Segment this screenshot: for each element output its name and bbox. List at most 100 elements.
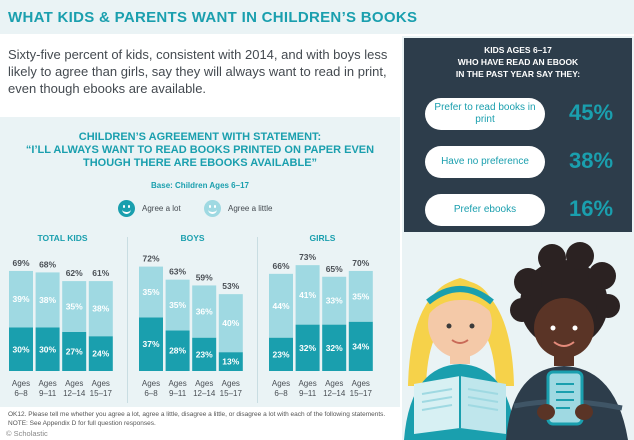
bar-agree-a-little	[218, 294, 243, 353]
tick-label: 15–17	[220, 389, 243, 398]
stacked-bar-chart: TOTAL KIDS30%39%69%Ages6–830%38%68%Ages9…	[9, 233, 373, 403]
data-label-agree-a-little: 44%	[272, 301, 289, 311]
bar-agree-a-lot	[9, 327, 33, 371]
data-label-total: 70%	[352, 258, 369, 268]
data-label-total: 66%	[272, 261, 289, 271]
legend-label: Agree a little	[228, 204, 273, 213]
legend-label: Agree a lot	[142, 204, 181, 213]
tick-label: Ages	[272, 379, 290, 388]
tick-label: 6–8	[14, 389, 28, 398]
data-label-total: 73%	[299, 252, 316, 262]
chart-title-line: CHILDREN’S AGREEMENT WITH STATEMENT:	[78, 131, 322, 143]
data-label-agree-a-little: 35%	[352, 291, 369, 301]
header-bar: WHAT KIDS & PARENTS WANT IN CHILDREN’S B…	[0, 0, 634, 34]
tick-label: Ages	[168, 379, 186, 388]
bar-agree-a-lot	[348, 321, 373, 371]
data-label-agree-a-little: 35%	[66, 301, 83, 311]
group-label: GIRLS	[310, 233, 336, 243]
tick-label: 15–17	[350, 389, 373, 398]
data-label-agree-a-little: 35%	[142, 287, 159, 297]
girl-reader	[404, 278, 516, 440]
boy-reader	[506, 242, 628, 440]
bar-agree-a-little	[88, 281, 113, 337]
chart-title-line: THOUGH THERE ARE EBOOKS AVAILABLE”	[82, 157, 318, 169]
data-label-total: 62%	[66, 268, 83, 278]
data-label-agree-a-little: 41%	[299, 290, 316, 300]
data-label-agree-a-little: 35%	[169, 300, 186, 310]
data-label-agree-a-lot: 30%	[12, 344, 29, 354]
credit: © Scholastic	[6, 429, 48, 438]
tick-label: 6–8	[274, 389, 288, 398]
tick-label: Ages	[352, 379, 370, 388]
bar-agree-a-lot	[322, 324, 347, 371]
data-label-agree-a-lot: 24%	[92, 349, 109, 359]
data-label-total: 69%	[12, 258, 29, 268]
stat-label-print: Prefer to read books in print	[425, 98, 545, 130]
bar-agree-a-lot	[269, 337, 293, 371]
bar-agree-a-little	[295, 265, 320, 325]
bar-agree-a-lot	[218, 352, 243, 371]
stat-label-ebooks: Prefer ebooks	[425, 194, 545, 226]
ebook-title-line: KIDS AGES 6–17	[484, 45, 552, 55]
data-label-agree-a-little: 38%	[92, 304, 109, 314]
data-label-total: 53%	[222, 281, 239, 291]
tick-label: 12–14	[63, 389, 86, 398]
tick-label: Ages	[195, 379, 213, 388]
tick-label: 9–11	[169, 389, 187, 398]
data-label-agree-a-lot: 13%	[222, 357, 239, 367]
data-label-total: 59%	[196, 272, 213, 282]
data-label-agree-a-lot: 27%	[66, 346, 83, 356]
chart-title: CHILDREN’S AGREEMENT WITH STATEMENT: “I’…	[0, 131, 400, 170]
legend-agree-a-lot: Agree a lot	[118, 200, 181, 217]
bar-agree-a-little	[348, 270, 373, 322]
data-label-agree-a-lot: 23%	[272, 349, 289, 359]
tick-label: 12–14	[193, 389, 216, 398]
tick-label: 9–11	[299, 389, 317, 398]
bar-agree-a-lot	[165, 330, 190, 371]
stat-label-no-preference: Have no preference	[425, 146, 545, 178]
tick-label: Ages	[222, 379, 240, 388]
data-label-agree-a-little: 39%	[12, 294, 29, 304]
bar-agree-a-little	[35, 272, 60, 328]
tick-label: 6–8	[144, 389, 158, 398]
data-label-agree-a-lot: 28%	[169, 346, 186, 356]
group-label: TOTAL KIDS	[37, 233, 87, 243]
tick-label: 9–11	[39, 389, 57, 398]
bar-agree-a-little	[192, 285, 217, 338]
smiley-icon	[118, 200, 135, 217]
ebook-title-line: IN THE PAST YEAR SAY THEY:	[455, 69, 581, 79]
tick-label: Ages	[38, 379, 56, 388]
data-label-total: 68%	[39, 259, 56, 269]
data-label-total: 61%	[92, 268, 109, 278]
data-label-agree-a-lot: 32%	[326, 343, 343, 353]
data-label-agree-a-little: 36%	[196, 307, 213, 317]
tick-label: Ages	[142, 379, 160, 388]
tick-label: 12–14	[323, 389, 346, 398]
stat-value-ebooks: 16%	[568, 196, 614, 221]
tick-label: 15–17	[90, 389, 113, 398]
data-label-total: 63%	[169, 267, 186, 277]
data-label-agree-a-lot: 30%	[39, 344, 56, 354]
footnote: OK12. Please tell me whether you agree a…	[8, 411, 386, 427]
data-label-total: 72%	[142, 254, 159, 264]
data-label-agree-a-lot: 37%	[142, 339, 159, 349]
chart-base: Base: Children Ages 6–17	[151, 181, 249, 190]
tick-label: Ages	[325, 379, 343, 388]
page-title: WHAT KIDS & PARENTS WANT IN CHILDREN’S B…	[8, 9, 418, 26]
tick-label: Ages	[92, 379, 110, 388]
bar-agree-a-lot	[88, 336, 113, 371]
bar-agree-a-lot	[139, 317, 163, 371]
tick-label: Ages	[12, 379, 30, 388]
bar-agree-a-lot	[295, 324, 320, 371]
bar-agree-a-lot	[192, 337, 217, 371]
intro-text: Sixty-five percent of kids, consistent w…	[8, 47, 388, 96]
bar-agree-a-little	[269, 273, 293, 338]
data-label-agree-a-lot: 32%	[299, 343, 316, 353]
bar-agree-a-lot	[62, 331, 87, 371]
tick-label: Ages	[298, 379, 316, 388]
ebook-panel-title: KIDS AGES 6–17 WHO HAVE READ AN EBOOK IN…	[404, 44, 632, 80]
kids-reading-illustration	[404, 242, 628, 440]
bar-agree-a-little	[62, 281, 87, 332]
bar-agree-a-little	[9, 270, 33, 328]
ebook-title-line: WHO HAVE READ AN EBOOK	[457, 57, 579, 67]
